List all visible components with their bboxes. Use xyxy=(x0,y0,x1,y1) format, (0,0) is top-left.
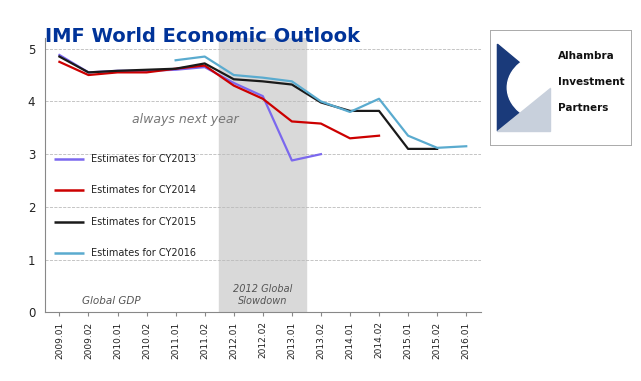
Text: Estimates for CY2016: Estimates for CY2016 xyxy=(90,248,196,258)
Wedge shape xyxy=(507,53,549,122)
Text: Estimates for CY2013: Estimates for CY2013 xyxy=(90,154,196,164)
Text: IMF World Economic Outlook: IMF World Economic Outlook xyxy=(45,27,360,46)
Polygon shape xyxy=(497,44,549,131)
Text: Alhambra: Alhambra xyxy=(558,51,615,61)
Text: Global GDP: Global GDP xyxy=(83,296,141,306)
Text: Partners: Partners xyxy=(558,103,608,113)
Text: Investment: Investment xyxy=(558,77,625,87)
Text: Estimates for CY2014: Estimates for CY2014 xyxy=(90,185,196,195)
Text: Estimates for CY2015: Estimates for CY2015 xyxy=(90,217,196,227)
Text: 2012 Global
Slowdown: 2012 Global Slowdown xyxy=(233,285,292,306)
Bar xyxy=(219,38,306,312)
Text: always next year: always next year xyxy=(132,112,238,125)
Polygon shape xyxy=(497,88,549,131)
